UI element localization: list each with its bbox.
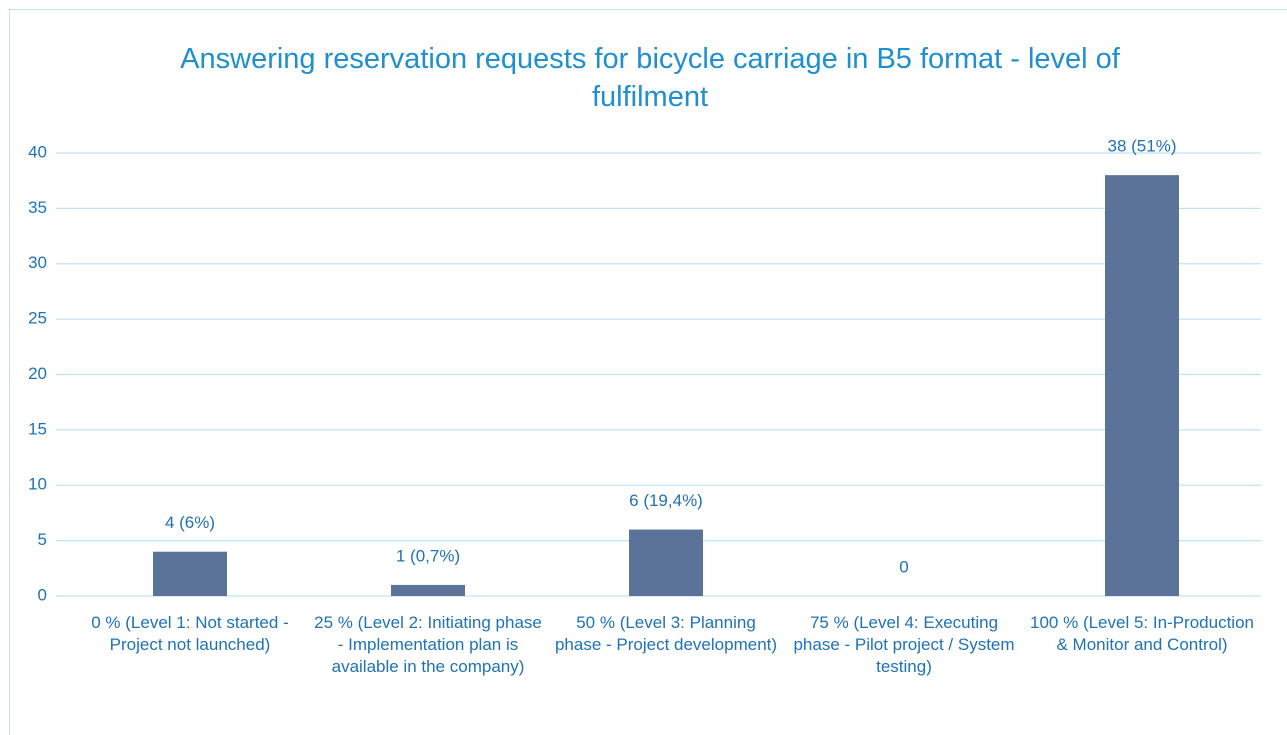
x-tick-label: 0 % (Level 1: Not started - Project not … xyxy=(91,613,289,654)
chart-title: Answering reservation requests for bicyc… xyxy=(180,43,1120,113)
data-label: 1 (0,7%) xyxy=(396,546,460,565)
data-label: 0 xyxy=(899,557,908,576)
y-tick-label: 40 xyxy=(28,142,47,161)
bar xyxy=(391,584,465,596)
x-tick-label: 75 % (Level 4: Executing phase - Pilot p… xyxy=(793,613,1015,676)
y-tick-label: 35 xyxy=(28,198,47,217)
y-tick-label: 20 xyxy=(28,364,47,383)
chart-border xyxy=(9,9,1287,735)
y-tick-label: 5 xyxy=(38,530,47,549)
y-tick-label: 25 xyxy=(28,309,47,328)
y-tick-label: 15 xyxy=(28,419,47,438)
x-tick-label: 100 % (Level 5: In-Production & Monitor … xyxy=(1030,613,1254,654)
y-tick-label: 30 xyxy=(28,253,47,272)
data-label: 4 (6%) xyxy=(165,513,215,532)
y-tick-label: 10 xyxy=(28,475,47,494)
x-tick-label: 50 % (Level 3: Planning phase - Project … xyxy=(554,613,778,654)
bar xyxy=(1105,175,1179,596)
data-label: 38 (51%) xyxy=(1108,137,1177,156)
data-label: 6 (19,4%) xyxy=(629,491,703,510)
x-tick-label: 25 % (Level 2: Initiating phase - Implem… xyxy=(314,613,542,676)
y-tick-label: 0 xyxy=(38,585,47,604)
bar xyxy=(629,529,703,596)
bar xyxy=(153,551,227,596)
